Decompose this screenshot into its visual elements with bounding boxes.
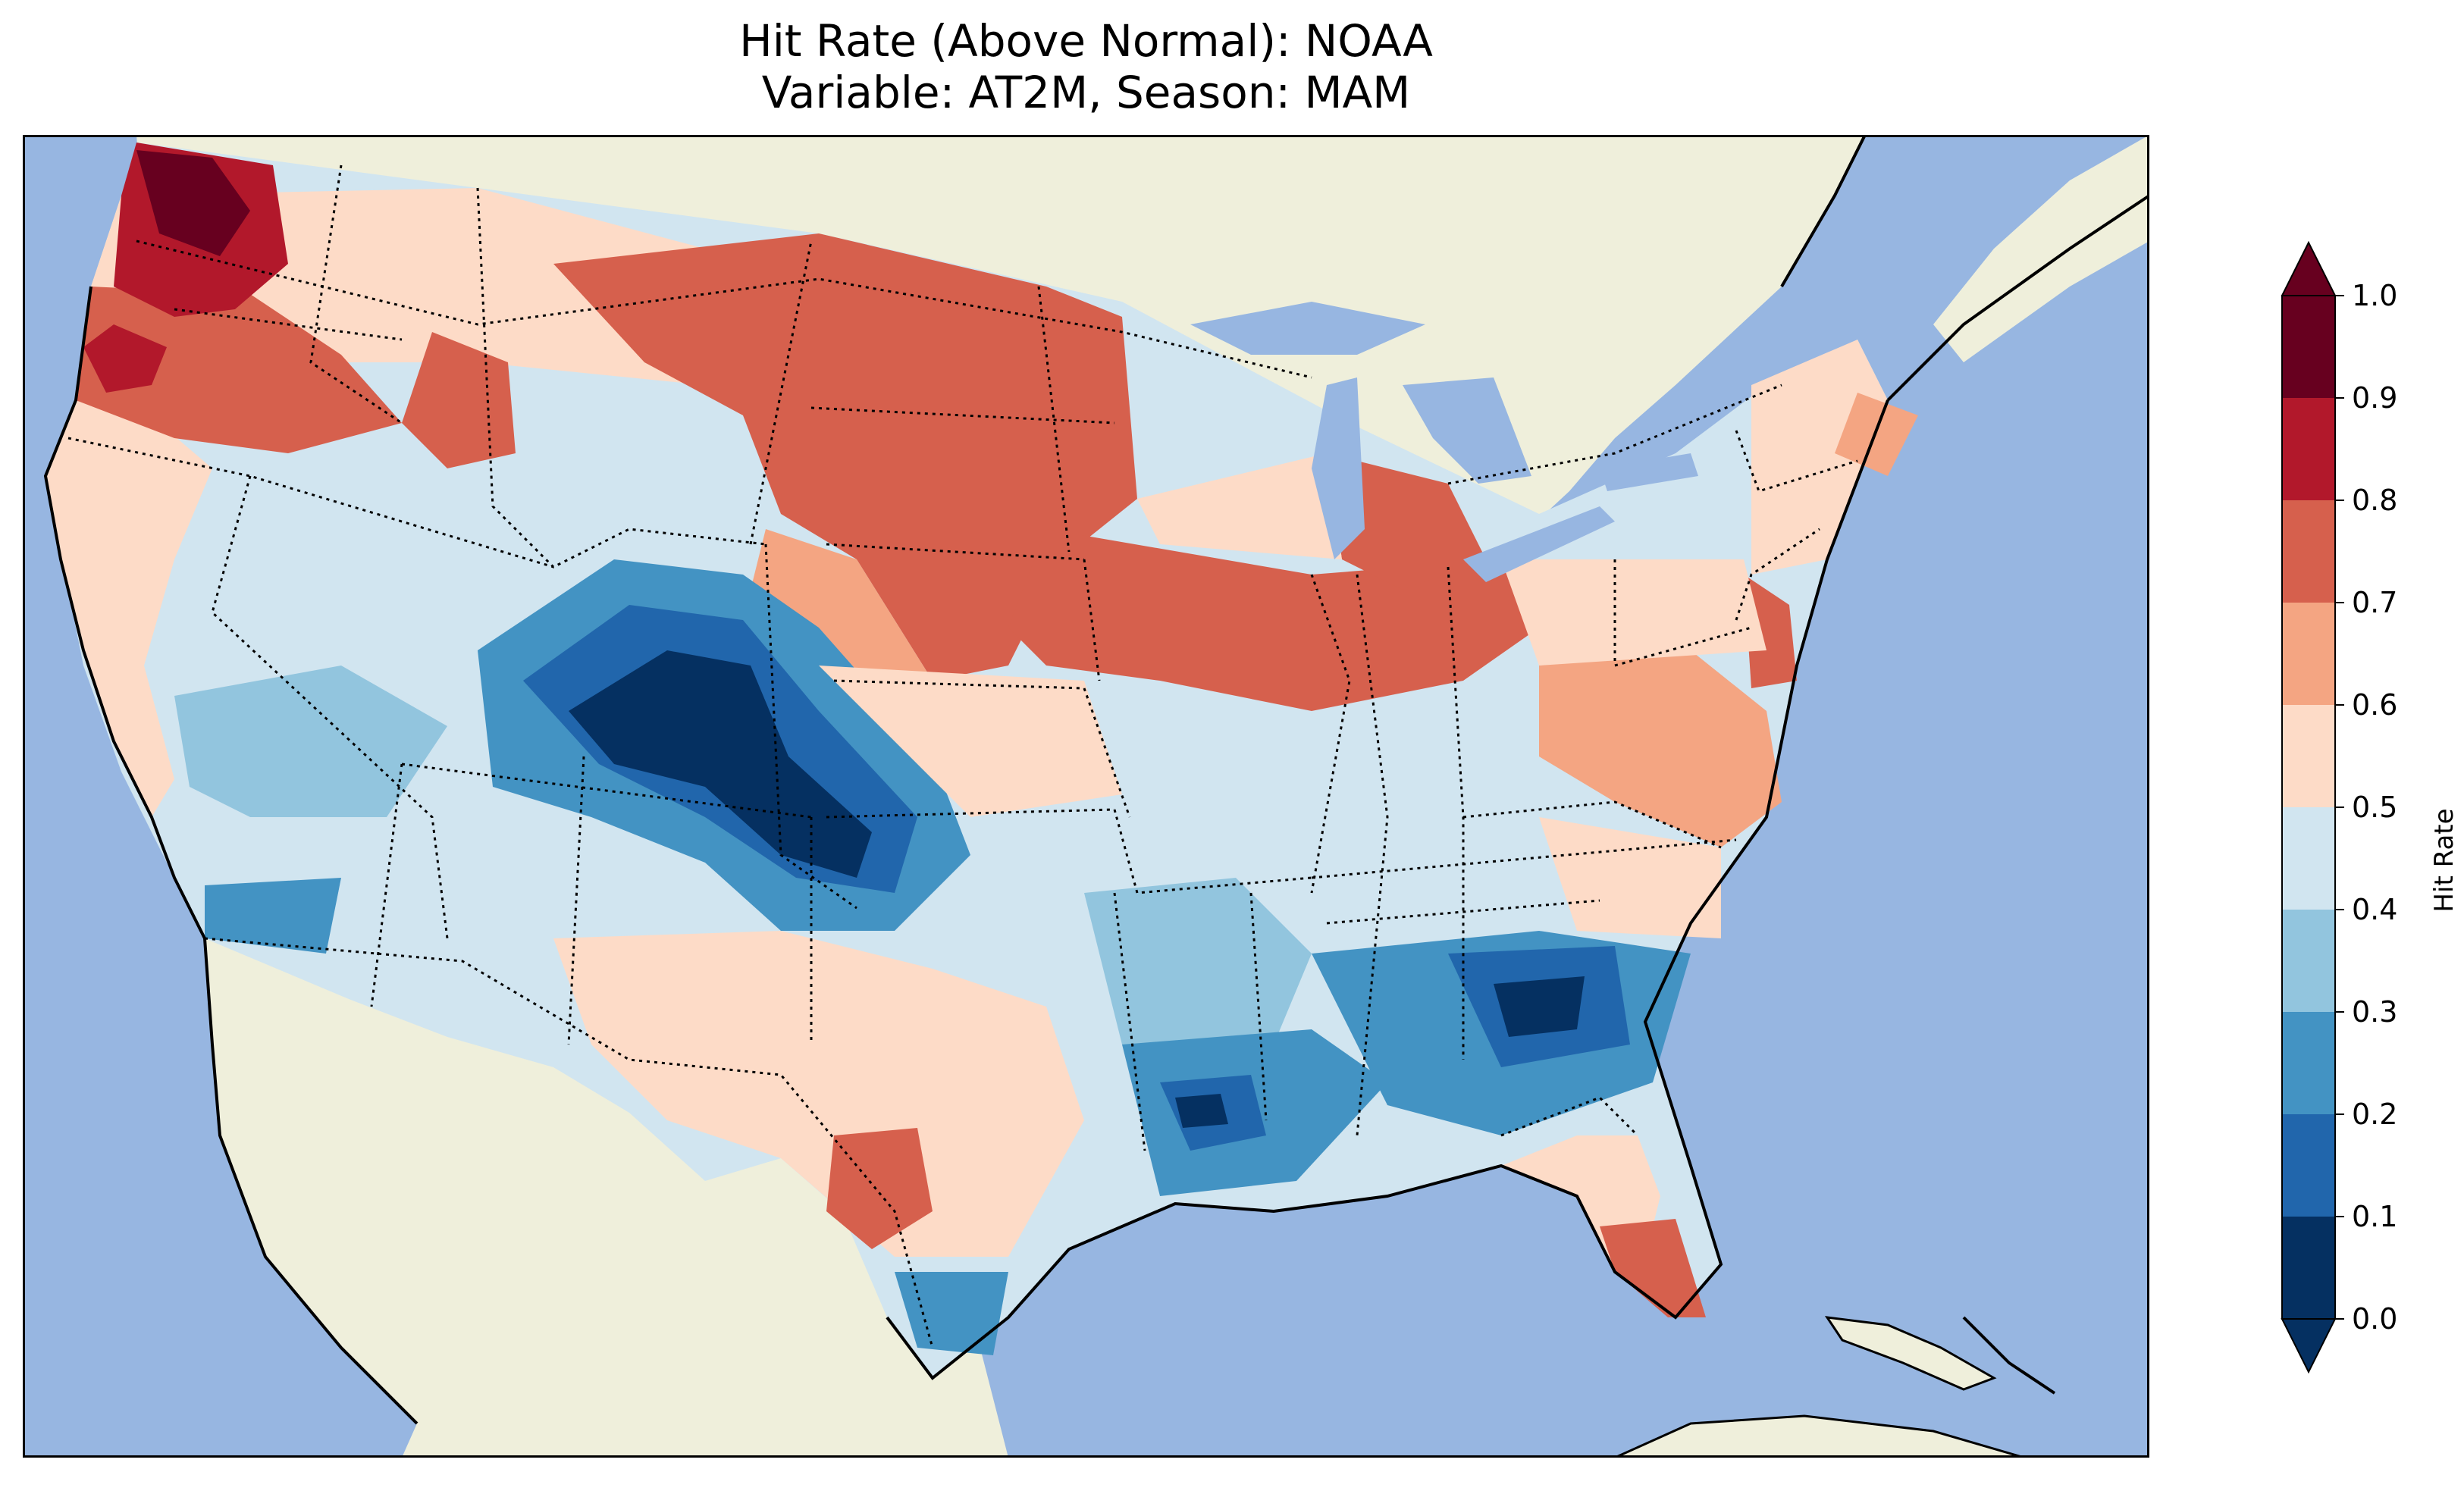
colorbar-tick-label: 0.7 [2352, 586, 2397, 619]
south-caribbean-land [1614, 1414, 2025, 1458]
colorbar-tick-label: 0.1 [2352, 1200, 2397, 1233]
lake-superior [1190, 302, 1425, 355]
lake-michigan [1312, 377, 1365, 559]
south-central-light [1084, 878, 1312, 1045]
borders [136, 240, 1782, 1348]
lake-huron [1403, 377, 1531, 484]
socal-blue [205, 878, 341, 954]
colorbar-segment [2282, 500, 2335, 603]
colorbar-extend-bottom [2281, 1318, 2337, 1374]
mid-atlantic-red [1539, 650, 1782, 847]
georgia-core [1494, 976, 1585, 1037]
map-title-line2: Variable: AT2M, Season: MAM [761, 67, 1411, 118]
colorbar-segment [2282, 296, 2335, 398]
hit-rate-field [45, 143, 1918, 1378]
northern-plains-red [553, 233, 1137, 681]
colorbar-tick-label: 0.6 [2352, 688, 2397, 722]
colorbar-tick-label: 0.4 [2352, 893, 2397, 926]
maine-red [1835, 393, 1918, 476]
colorbar-tick-label: 0.3 [2352, 995, 2397, 1029]
maritimes-land [1933, 135, 2149, 362]
colorbar-tick-label: 0.2 [2352, 1098, 2397, 1131]
state-boundaries [67, 164, 1858, 1151]
ohio-light [1501, 559, 1766, 666]
colorbar-tick-label: 1.0 [2352, 279, 2397, 312]
colorbar-ticks: 0.0 0.1 0.2 0.3 0.4 0.5 0.6 0.7 0.8 0.9 1.0 [2335, 279, 2397, 1336]
colorbar-extend-top [2281, 240, 2337, 296]
carolinas-light [1539, 817, 1721, 938]
colorbar-segment [2282, 398, 2335, 500]
colorbar-segment [2282, 807, 2335, 910]
colorbar-segment [2282, 1114, 2335, 1217]
new-england-light [1751, 340, 1888, 575]
map-title-line1: Hit Rate (Above Normal): NOAA [739, 15, 1433, 67]
colorbar-tick-label: 0.9 [2352, 381, 2397, 415]
colorbar-segment [2282, 603, 2335, 705]
colorbar: 0.0 0.1 0.2 0.3 0.4 0.5 0.6 0.7 0.8 0.9 1.0 Hit Ra… [2281, 240, 2459, 1374]
michigan-red [1327, 453, 1486, 590]
map-panel [23, 135, 2149, 1458]
nj-red [1744, 575, 1797, 688]
colorbar-segment [2282, 705, 2335, 807]
cuba-land [1824, 1316, 1997, 1391]
south-texas-blue [895, 1272, 1008, 1355]
colorbar-tick-label: 0.5 [2352, 791, 2397, 824]
colorbar-tick-label: 0.0 [2352, 1302, 2397, 1336]
map-frame [23, 135, 2149, 1458]
midwest-light [1137, 453, 1342, 559]
idaho-red [402, 332, 516, 468]
southern-plains-light [553, 931, 1084, 1257]
oregon-red [76, 287, 402, 453]
olympic-maroon [136, 150, 250, 256]
colorbar-segments [2281, 240, 2337, 1374]
oregon-darkred [83, 324, 167, 393]
california-coast [45, 400, 212, 817]
colorbar-label: Hit Rate [2429, 808, 2459, 912]
colorbar-segment [2282, 910, 2335, 1012]
lake-erie [1463, 506, 1615, 582]
coastlines [43, 135, 2149, 1425]
colorbar-tick-label: 0.8 [2352, 484, 2397, 517]
lake-ontario [1600, 453, 1698, 491]
southwest-light [174, 666, 447, 817]
colorbar-segment [2282, 1217, 2335, 1319]
west-texas-red [826, 1128, 933, 1249]
louisiana-core [1175, 1094, 1228, 1128]
florida-red [1600, 1219, 1706, 1317]
rockies-blue-core [569, 650, 872, 878]
colorbar-segment [2282, 1012, 2335, 1114]
kansas-light [819, 666, 1122, 817]
